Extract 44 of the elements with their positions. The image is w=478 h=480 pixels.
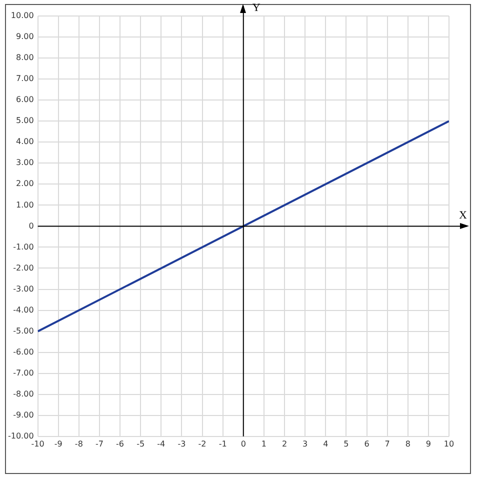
x-tick-label: -7 bbox=[95, 439, 104, 448]
x-tick-label: 9 bbox=[426, 439, 431, 448]
x-tick-label: 8 bbox=[405, 439, 410, 448]
x-tick-label: 4 bbox=[323, 439, 328, 448]
x-tick-label: -3 bbox=[178, 439, 186, 448]
x-tick-label: 1 bbox=[261, 439, 266, 448]
x-tick-label: 6 bbox=[364, 439, 370, 448]
y-axis-title: Y bbox=[252, 2, 260, 14]
x-tick-label: -4 bbox=[157, 439, 166, 448]
y-tick-label: -3.00 bbox=[13, 284, 34, 294]
y-tick-label: -8.00 bbox=[13, 389, 34, 398]
y-tick-label: 3.00 bbox=[16, 158, 34, 168]
x-tick-label: 10 bbox=[444, 439, 454, 448]
y-tick-label: -2.00 bbox=[13, 263, 34, 272]
x-tick-label: -9 bbox=[54, 439, 62, 448]
y-tick-label: 6.00 bbox=[16, 95, 34, 104]
x-axis-title: X bbox=[459, 210, 468, 222]
y-tick-label: 8.00 bbox=[16, 53, 34, 62]
x-tick-label: -2 bbox=[198, 439, 206, 448]
x-tick-label: -8 bbox=[74, 439, 83, 448]
y-tick-label: -10.00 bbox=[8, 431, 34, 440]
y-tick-label: 2.00 bbox=[16, 179, 34, 188]
x-tick-label: 5 bbox=[344, 439, 349, 448]
x-tick-label: 2 bbox=[282, 439, 288, 448]
x-tick-label: 7 bbox=[384, 439, 390, 448]
y-tick-label: 0 bbox=[28, 221, 34, 230]
x-tick-label: 0 bbox=[240, 439, 246, 448]
x-tick-label: -1 bbox=[218, 439, 227, 448]
y-tick-label: -9.00 bbox=[13, 410, 34, 420]
y-tick-label: 7.00 bbox=[16, 74, 34, 84]
y-tick-label: -7.00 bbox=[13, 368, 34, 378]
y-tick-label: -6.00 bbox=[13, 347, 34, 356]
y-tick-label: -4.00 bbox=[13, 305, 34, 314]
x-tick-label: -10 bbox=[31, 439, 44, 448]
y-tick-label: 9.00 bbox=[16, 32, 34, 42]
y-tick-label: 1.00 bbox=[16, 200, 34, 210]
y-tick-label: 5.00 bbox=[16, 116, 34, 126]
y-tick-label: -1.00 bbox=[13, 242, 34, 252]
x-tick-label: -6 bbox=[116, 439, 124, 448]
y-tick-label: -5.00 bbox=[13, 326, 34, 336]
y-tick-label: 10.00 bbox=[10, 11, 34, 20]
x-tick-label: 3 bbox=[302, 439, 308, 448]
x-tick-label: -5 bbox=[136, 439, 145, 448]
y-tick-label: 4.00 bbox=[16, 137, 34, 146]
